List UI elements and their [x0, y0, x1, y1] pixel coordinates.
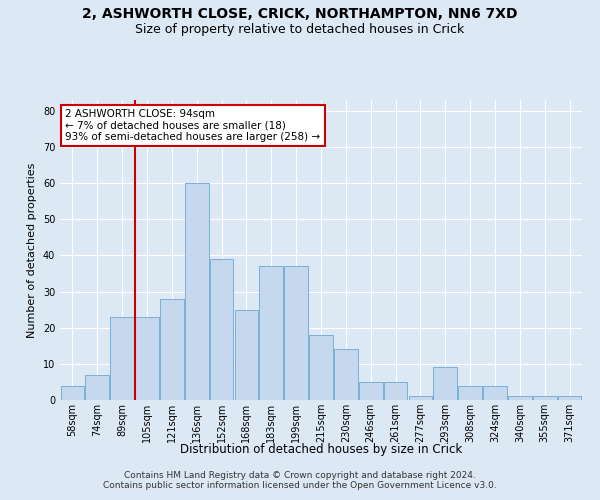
Bar [85, 374, 109, 400]
Bar [259, 266, 283, 400]
Bar [61, 386, 84, 400]
Bar [284, 266, 308, 400]
Text: 2, ASHWORTH CLOSE, CRICK, NORTHAMPTON, NN6 7XD: 2, ASHWORTH CLOSE, CRICK, NORTHAMPTON, N… [82, 8, 518, 22]
Bar [185, 183, 209, 400]
Bar [384, 382, 407, 400]
Text: Contains HM Land Registry data © Crown copyright and database right 2024.
Contai: Contains HM Land Registry data © Crown c… [103, 470, 497, 490]
Bar [309, 335, 333, 400]
Bar [483, 386, 507, 400]
Y-axis label: Number of detached properties: Number of detached properties [27, 162, 37, 338]
Bar [160, 299, 184, 400]
Text: Size of property relative to detached houses in Crick: Size of property relative to detached ho… [136, 24, 464, 36]
Bar [558, 396, 581, 400]
Bar [508, 396, 532, 400]
Bar [235, 310, 258, 400]
Bar [458, 386, 482, 400]
Bar [359, 382, 383, 400]
Bar [533, 396, 557, 400]
Bar [409, 396, 432, 400]
Bar [433, 368, 457, 400]
Text: Distribution of detached houses by size in Crick: Distribution of detached houses by size … [180, 442, 462, 456]
Bar [110, 317, 134, 400]
Bar [135, 317, 159, 400]
Bar [210, 259, 233, 400]
Bar [334, 350, 358, 400]
Text: 2 ASHWORTH CLOSE: 94sqm
← 7% of detached houses are smaller (18)
93% of semi-det: 2 ASHWORTH CLOSE: 94sqm ← 7% of detached… [65, 109, 320, 142]
